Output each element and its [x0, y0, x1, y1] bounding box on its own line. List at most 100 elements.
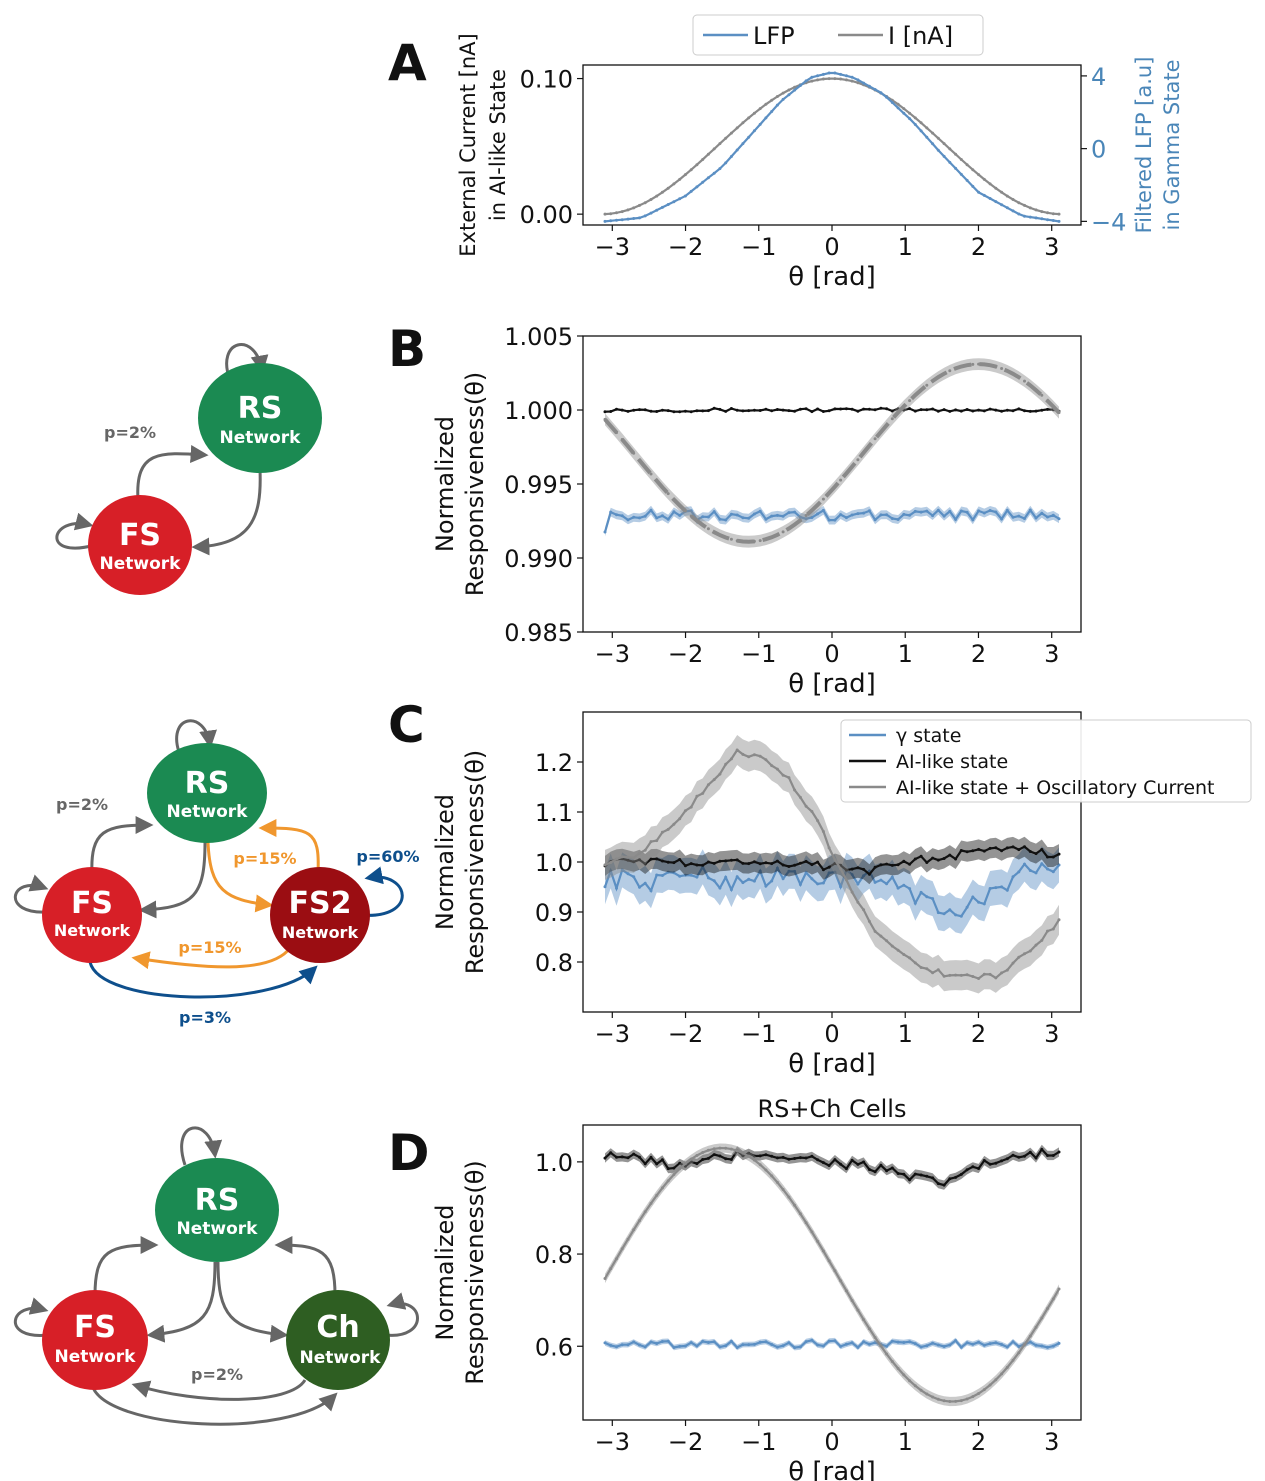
data-point	[626, 858, 630, 862]
data-point	[867, 919, 871, 923]
data-point	[1034, 1156, 1038, 1160]
data-point	[655, 410, 659, 413]
fs-to-rs-edge	[136, 445, 209, 501]
data-point	[850, 873, 854, 877]
data-point	[775, 859, 779, 863]
data-point	[666, 1167, 670, 1171]
data-point	[603, 530, 607, 534]
data-point	[609, 410, 613, 413]
panel-letter: B	[388, 320, 426, 378]
data-point	[839, 77, 843, 81]
data-point	[770, 110, 774, 113]
data-point	[1040, 848, 1044, 851]
data-point	[758, 1340, 762, 1344]
series-band	[605, 358, 1059, 548]
data-point	[902, 1341, 906, 1344]
chart-panel-d: D RS+Ch Cells −3 −2 −1 0 1 2 3 θ [rad] 0.6 0.8 1.0 No…	[388, 1095, 1082, 1481]
data-point	[965, 850, 969, 854]
data-point	[649, 472, 653, 476]
data-point	[770, 879, 774, 883]
data-point	[931, 971, 935, 975]
data-point	[689, 509, 693, 513]
data-point	[1017, 201, 1021, 205]
data-point	[643, 848, 647, 852]
data-point	[741, 516, 745, 520]
data-point	[781, 1188, 785, 1191]
data-point	[781, 408, 785, 412]
data-point	[821, 497, 825, 501]
series-line	[604, 1146, 1060, 1403]
data-point	[913, 409, 917, 413]
data-point	[1028, 206, 1032, 210]
data-point	[959, 365, 963, 368]
data-point	[798, 861, 802, 865]
data-point	[959, 1399, 963, 1403]
data-point	[908, 887, 912, 891]
data-point	[718, 167, 722, 171]
data-point	[678, 1167, 682, 1171]
data-point	[873, 1170, 877, 1174]
data-point	[701, 791, 705, 795]
data-point	[913, 1172, 917, 1176]
rs-network-node	[147, 743, 267, 843]
data-point	[678, 503, 682, 507]
data-point	[879, 863, 883, 867]
data-point	[775, 866, 779, 870]
rs-node-sublabel: Network	[167, 802, 249, 822]
data-point	[810, 1338, 814, 1342]
data-point	[1017, 407, 1021, 411]
data-point	[879, 1344, 883, 1348]
fs-network-node	[42, 867, 142, 963]
data-point	[862, 1340, 866, 1344]
data-point	[712, 147, 716, 151]
data-point	[919, 854, 923, 858]
data-point	[712, 510, 716, 514]
data-point	[770, 535, 774, 539]
data-point	[994, 200, 998, 204]
series-band	[605, 735, 1059, 994]
data-point	[965, 363, 969, 367]
data-point	[994, 976, 998, 980]
plot-frame	[582, 64, 1082, 226]
data-point	[1017, 955, 1021, 959]
data-point	[816, 74, 820, 78]
data-point	[816, 1343, 820, 1347]
data-point	[643, 1162, 647, 1166]
data-point	[971, 895, 975, 899]
data-point	[626, 518, 630, 522]
data-point	[747, 409, 751, 413]
data-point	[988, 363, 992, 367]
data-point	[844, 78, 848, 82]
data-point	[844, 516, 848, 520]
data-point	[1000, 1343, 1004, 1346]
data-point	[919, 966, 923, 969]
data-point	[1034, 208, 1038, 212]
data-point	[747, 1154, 751, 1158]
y2-axis-label: in Gamma State	[1160, 59, 1184, 230]
data-point	[660, 190, 664, 194]
data-point	[660, 1340, 664, 1343]
data-point	[902, 1373, 906, 1377]
x-tick-label: −3	[595, 640, 630, 668]
data-point	[718, 886, 722, 890]
data-point	[896, 1340, 900, 1344]
data-point	[1005, 1365, 1009, 1369]
y-tick-label: 1.0	[535, 1149, 573, 1177]
data-point	[867, 1327, 871, 1331]
data-point	[919, 510, 923, 514]
data-point	[896, 1172, 900, 1175]
data-point	[615, 1155, 618, 1159]
data-point	[954, 1339, 958, 1343]
data-point	[896, 886, 900, 890]
data-point	[959, 172, 963, 176]
data-point	[701, 1151, 705, 1154]
data-point	[1005, 968, 1009, 972]
data-point	[804, 1221, 808, 1225]
data-point	[712, 406, 716, 410]
data-point	[913, 901, 917, 905]
ch-node-sublabel: Network	[300, 1348, 382, 1368]
data-point	[971, 849, 975, 853]
data-point	[775, 95, 779, 98]
data-point	[683, 509, 687, 513]
data-point	[988, 509, 992, 512]
